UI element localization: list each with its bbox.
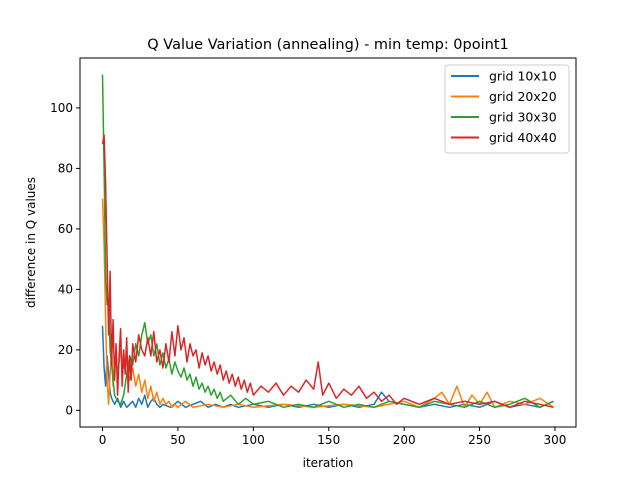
- plot-area-frame: [79, 57, 577, 428]
- plot-lines: [101, 74, 554, 409]
- chart-title: Q Value Variation (annealing) - min temp…: [147, 37, 509, 53]
- x-tick-label: 300: [544, 433, 567, 447]
- y-tick-label: 80: [58, 161, 73, 175]
- y-axis-label: difference in Q values: [24, 177, 38, 308]
- legend-entry-label: grid 10x10: [489, 69, 557, 84]
- legend-entry-label: grid 40x40: [489, 130, 557, 145]
- x-tick-label: 200: [393, 433, 416, 447]
- legend: grid 10x10 grid 20x20 grid 30x30 grid 40x40: [444, 64, 570, 154]
- x-tick-label: 100: [242, 433, 265, 447]
- y-axis: 0 20 40 60 80 100: [50, 101, 80, 417]
- series-line-4: [101, 134, 554, 409]
- legend-entry-label: grid 30x30: [489, 110, 557, 125]
- x-tick-label: 150: [317, 433, 340, 447]
- y-tick-label: 60: [58, 222, 73, 236]
- x-tick-label: 50: [170, 433, 185, 447]
- x-tick-label: 0: [99, 433, 107, 447]
- y-tick-label: 40: [58, 282, 73, 296]
- x-axis-label: iteration: [303, 456, 354, 470]
- legend-entry-label: grid 20x20: [489, 89, 557, 104]
- y-tick-label: 100: [50, 101, 73, 115]
- x-tick-label: 250: [468, 433, 491, 447]
- y-tick-label: 20: [58, 343, 73, 357]
- x-axis: 0 50 100 150 200 250 300: [99, 427, 567, 447]
- series-line-3: [101, 74, 554, 409]
- y-tick-label: 0: [65, 403, 73, 417]
- legend-box: [444, 64, 570, 154]
